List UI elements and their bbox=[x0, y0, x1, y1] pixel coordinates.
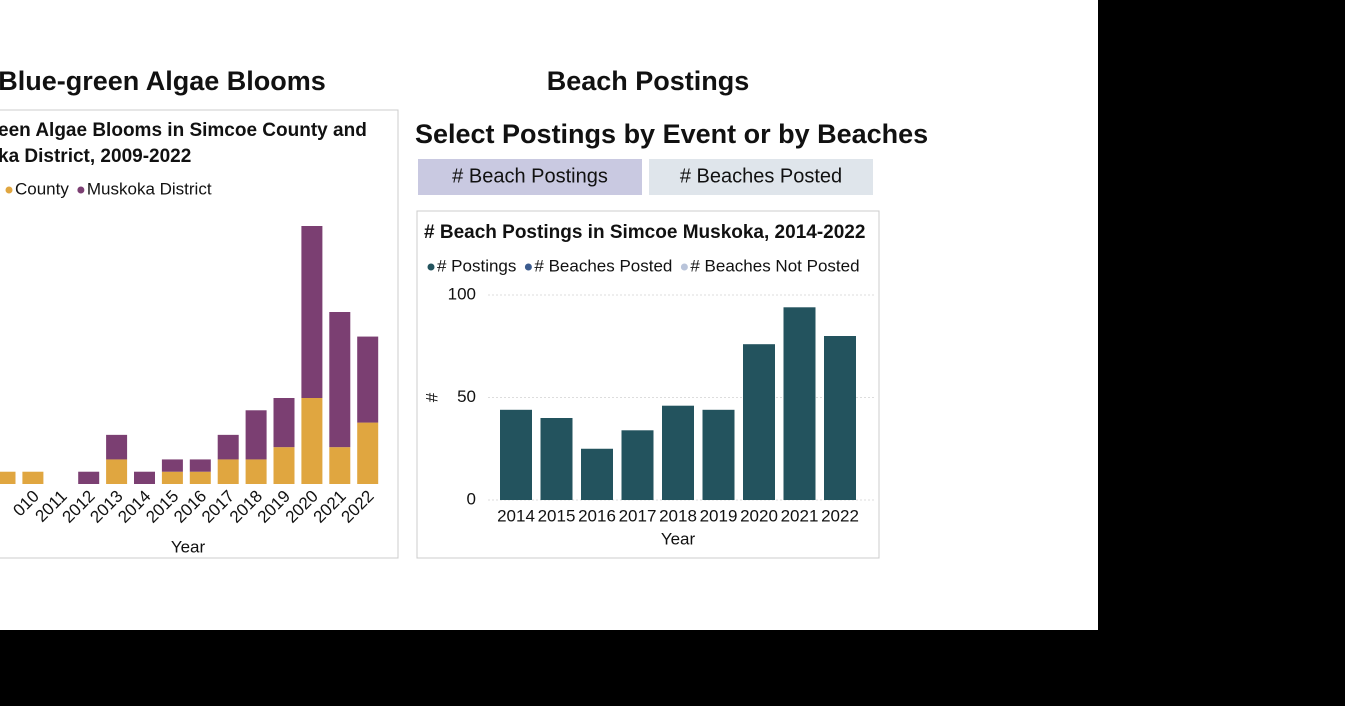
x-tick-label: 2014 bbox=[497, 506, 535, 525]
bar bbox=[245, 459, 267, 484]
bar bbox=[357, 336, 379, 423]
button-label[interactable]: # Beaches Posted bbox=[680, 165, 842, 187]
bar bbox=[78, 471, 100, 484]
bar bbox=[0, 471, 16, 484]
legend-marker bbox=[5, 186, 13, 194]
bar bbox=[581, 448, 613, 500]
bar bbox=[273, 447, 295, 484]
x-tick-label: 2017 bbox=[619, 506, 657, 525]
x-axis-label: Year bbox=[171, 537, 206, 556]
bar bbox=[22, 471, 44, 484]
bar bbox=[540, 418, 573, 500]
bar bbox=[329, 447, 351, 484]
x-tick-label: 2020 bbox=[740, 506, 778, 525]
bar bbox=[245, 410, 267, 460]
legend-label: # Beaches Posted bbox=[534, 256, 672, 275]
bar bbox=[273, 398, 295, 448]
bar bbox=[134, 471, 155, 484]
y-axis-label: # bbox=[422, 392, 441, 402]
bar bbox=[357, 422, 379, 484]
x-tick-label: 2021 bbox=[781, 506, 819, 525]
bar bbox=[189, 471, 211, 484]
y-tick-label: 0 bbox=[467, 489, 476, 508]
x-tick-label: 2018 bbox=[659, 506, 697, 525]
bar bbox=[662, 405, 694, 500]
x-axis-label: Year bbox=[661, 529, 696, 548]
chart-title: een Algae Blooms in Simcoe County and bbox=[0, 120, 367, 141]
bar bbox=[621, 430, 654, 500]
x-tick-label: 2016 bbox=[578, 506, 616, 525]
bar bbox=[189, 459, 211, 472]
legend-marker bbox=[524, 263, 532, 271]
legend-label: County bbox=[15, 179, 69, 198]
y-tick-label: 50 bbox=[457, 387, 476, 406]
legend-marker bbox=[680, 263, 688, 271]
heading: Blue-green Algae Blooms bbox=[0, 66, 326, 96]
button[interactable] bbox=[649, 159, 873, 195]
x-tick-label: 2015 bbox=[538, 506, 576, 525]
bar bbox=[702, 409, 735, 500]
bar bbox=[161, 459, 183, 472]
bar bbox=[161, 471, 183, 484]
bar bbox=[217, 434, 239, 460]
y-tick-label: 100 bbox=[448, 284, 476, 303]
bar bbox=[743, 344, 775, 500]
selector-title: Select Postings by Event or by Beaches bbox=[415, 119, 928, 149]
bar bbox=[500, 409, 532, 500]
chart-title: # Beach Postings in Simcoe Muskoka, 2014… bbox=[424, 222, 865, 243]
legend-label: # Postings bbox=[437, 256, 516, 275]
button[interactable] bbox=[418, 159, 642, 195]
x-tick-label: 2022 bbox=[821, 506, 859, 525]
bar bbox=[824, 336, 856, 500]
bar bbox=[329, 312, 351, 448]
bar bbox=[301, 398, 323, 484]
legend-marker bbox=[77, 186, 85, 194]
chart-title: ka District, 2009-2022 bbox=[0, 146, 191, 167]
bar bbox=[783, 307, 816, 500]
x-tick-label: 2019 bbox=[700, 506, 738, 525]
legend-marker bbox=[427, 263, 435, 271]
button-label[interactable]: # Beach Postings bbox=[452, 165, 608, 187]
bar bbox=[301, 226, 323, 398]
legend-label: # Beaches Not Posted bbox=[690, 256, 859, 275]
bar bbox=[217, 459, 239, 484]
legend-label: Muskoka District bbox=[87, 179, 212, 198]
bar bbox=[106, 434, 128, 460]
bar bbox=[106, 459, 128, 484]
heading: Beach Postings bbox=[547, 66, 750, 96]
